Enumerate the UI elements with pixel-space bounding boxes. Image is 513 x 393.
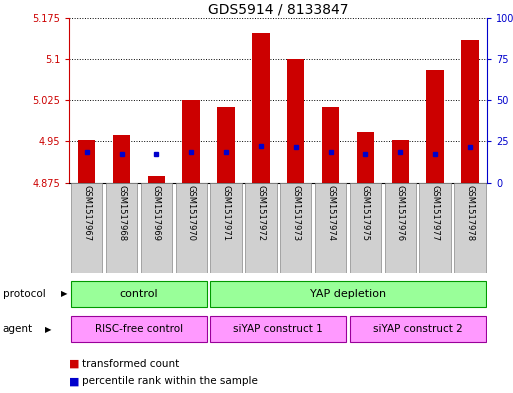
Text: protocol: protocol [3,289,45,299]
Bar [391,140,409,183]
Text: ■: ■ [69,376,80,386]
Bar [350,183,381,273]
Bar [210,183,242,273]
Text: GSM1517971: GSM1517971 [222,185,230,241]
Bar [245,183,277,273]
Bar [420,183,451,273]
Bar [148,176,165,183]
Text: GSM1517974: GSM1517974 [326,185,335,241]
Bar [71,316,207,342]
Bar [350,316,486,342]
Bar [210,316,346,342]
Bar [385,183,416,273]
Text: ▶: ▶ [61,289,67,298]
Text: GSM1517968: GSM1517968 [117,185,126,241]
Bar [322,107,339,183]
Text: siYAP construct 1: siYAP construct 1 [233,324,323,334]
Text: control: control [120,289,158,299]
Bar [183,100,200,183]
Bar [106,183,137,273]
Text: ▶: ▶ [45,325,52,334]
Bar [175,183,207,273]
Text: RISC-free control: RISC-free control [95,324,183,334]
Bar [71,281,207,307]
Bar [71,183,103,273]
Bar [78,140,95,183]
Text: YAP depletion: YAP depletion [310,289,386,299]
Text: transformed count: transformed count [82,358,180,369]
Bar [461,40,479,183]
Text: GSM1517967: GSM1517967 [82,185,91,241]
Title: GDS5914 / 8133847: GDS5914 / 8133847 [208,2,348,17]
Bar [357,132,374,183]
Bar [141,183,172,273]
Text: percentile rank within the sample: percentile rank within the sample [82,376,258,386]
Bar [252,33,270,183]
Text: GSM1517972: GSM1517972 [256,185,265,241]
Text: siYAP construct 2: siYAP construct 2 [373,324,463,334]
Bar [218,107,235,183]
Bar [113,135,130,183]
Text: GSM1517969: GSM1517969 [152,185,161,241]
Text: agent: agent [3,324,33,334]
Bar [426,70,444,183]
Bar [280,183,311,273]
Text: GSM1517976: GSM1517976 [396,185,405,241]
Text: GSM1517973: GSM1517973 [291,185,300,241]
Text: GSM1517977: GSM1517977 [430,185,440,241]
Bar [287,59,304,183]
Text: GSM1517975: GSM1517975 [361,185,370,241]
Bar [454,183,486,273]
Text: ■: ■ [69,358,80,369]
Text: GSM1517970: GSM1517970 [187,185,195,241]
Bar [210,281,486,307]
Bar [315,183,346,273]
Text: GSM1517978: GSM1517978 [465,185,475,241]
